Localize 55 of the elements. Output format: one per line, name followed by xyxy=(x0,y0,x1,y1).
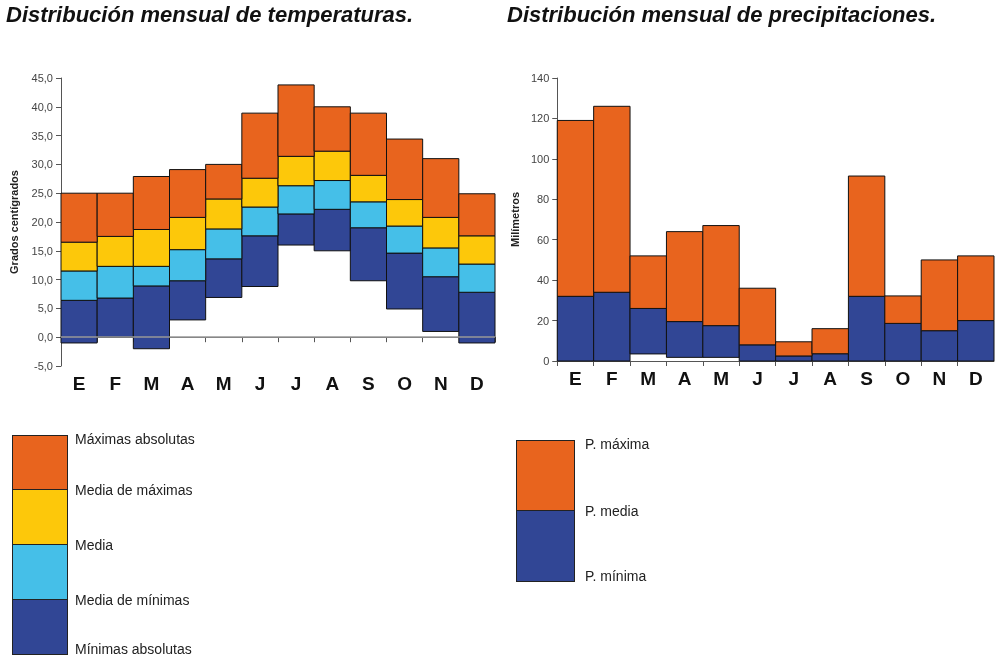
y-tick-label: 45,0 xyxy=(31,72,53,84)
x-tick-label: F xyxy=(606,368,618,389)
x-tick-label: F xyxy=(109,373,122,394)
y-tick-label: 30,0 xyxy=(31,158,53,171)
y-tick-label: 0,0 xyxy=(37,331,53,344)
x-tick-label: M xyxy=(143,373,160,394)
text: P. máxima xyxy=(585,436,650,452)
chart-title: Distribución mensual de precipitaciones. xyxy=(507,2,938,28)
text: P. mínima xyxy=(585,568,647,584)
x-tick-label: A xyxy=(823,368,838,389)
y-tick-label: 80 xyxy=(537,193,550,206)
x-tick-label: O xyxy=(895,368,911,389)
text: Media de máximas xyxy=(75,482,193,498)
x-tick-label: O xyxy=(397,373,412,394)
x-tick-label: J xyxy=(788,368,800,389)
y-tick-label: 40,0 xyxy=(31,100,53,113)
y-tick-label: 60 xyxy=(537,233,550,246)
y-tick-label: 25,0 xyxy=(31,187,53,200)
x-tick-label: S xyxy=(860,368,873,389)
x-tick-label: S xyxy=(362,373,375,394)
y-tick-label: 5,0 xyxy=(37,302,53,315)
x-tick-label: A xyxy=(677,368,692,389)
text: Máximas absolutas xyxy=(75,431,195,447)
text: Mínimas absolutas xyxy=(75,641,192,657)
y-axis-title: Milímetros xyxy=(508,191,521,248)
y-tick-label: 20,0 xyxy=(31,216,53,228)
y-tick-label: 0 xyxy=(543,355,550,367)
x-tick-label: A xyxy=(180,373,195,394)
y-tick-label: 120 xyxy=(530,112,550,125)
x-tick-label: J xyxy=(752,368,763,389)
y-tick-label: 40 xyxy=(537,274,550,287)
x-tick-label: D xyxy=(968,368,983,389)
x-tick-label: E xyxy=(569,368,582,389)
y-tick-label: 140 xyxy=(530,72,550,84)
chart-title: Distribución mensual de temperaturas. xyxy=(6,2,415,28)
x-tick-label: D xyxy=(470,373,484,394)
x-tick-label: M xyxy=(713,368,729,389)
text: Media de mínimas xyxy=(75,592,190,608)
x-tick-label: N xyxy=(433,373,448,394)
y-tick-label: 15,0 xyxy=(31,244,53,257)
y-tick-label: 10,0 xyxy=(31,273,53,286)
x-tick-label: J xyxy=(290,373,302,394)
x-tick-label: E xyxy=(72,373,86,394)
x-tick-label: A xyxy=(325,373,340,394)
x-tick-label: N xyxy=(932,368,947,389)
y-tick-label: 35,0 xyxy=(31,129,53,142)
y-tick-label: 20 xyxy=(537,314,550,327)
x-tick-label: M xyxy=(215,373,232,394)
text: P. media xyxy=(585,503,639,519)
y-tick-label: 100 xyxy=(530,152,550,165)
y-axis-title: Grados centígrados xyxy=(7,170,20,274)
text: Media xyxy=(75,537,114,553)
x-tick-label: J xyxy=(254,373,266,394)
x-tick-label: M xyxy=(640,368,657,389)
y-tick-label: -5,0 xyxy=(34,360,53,372)
